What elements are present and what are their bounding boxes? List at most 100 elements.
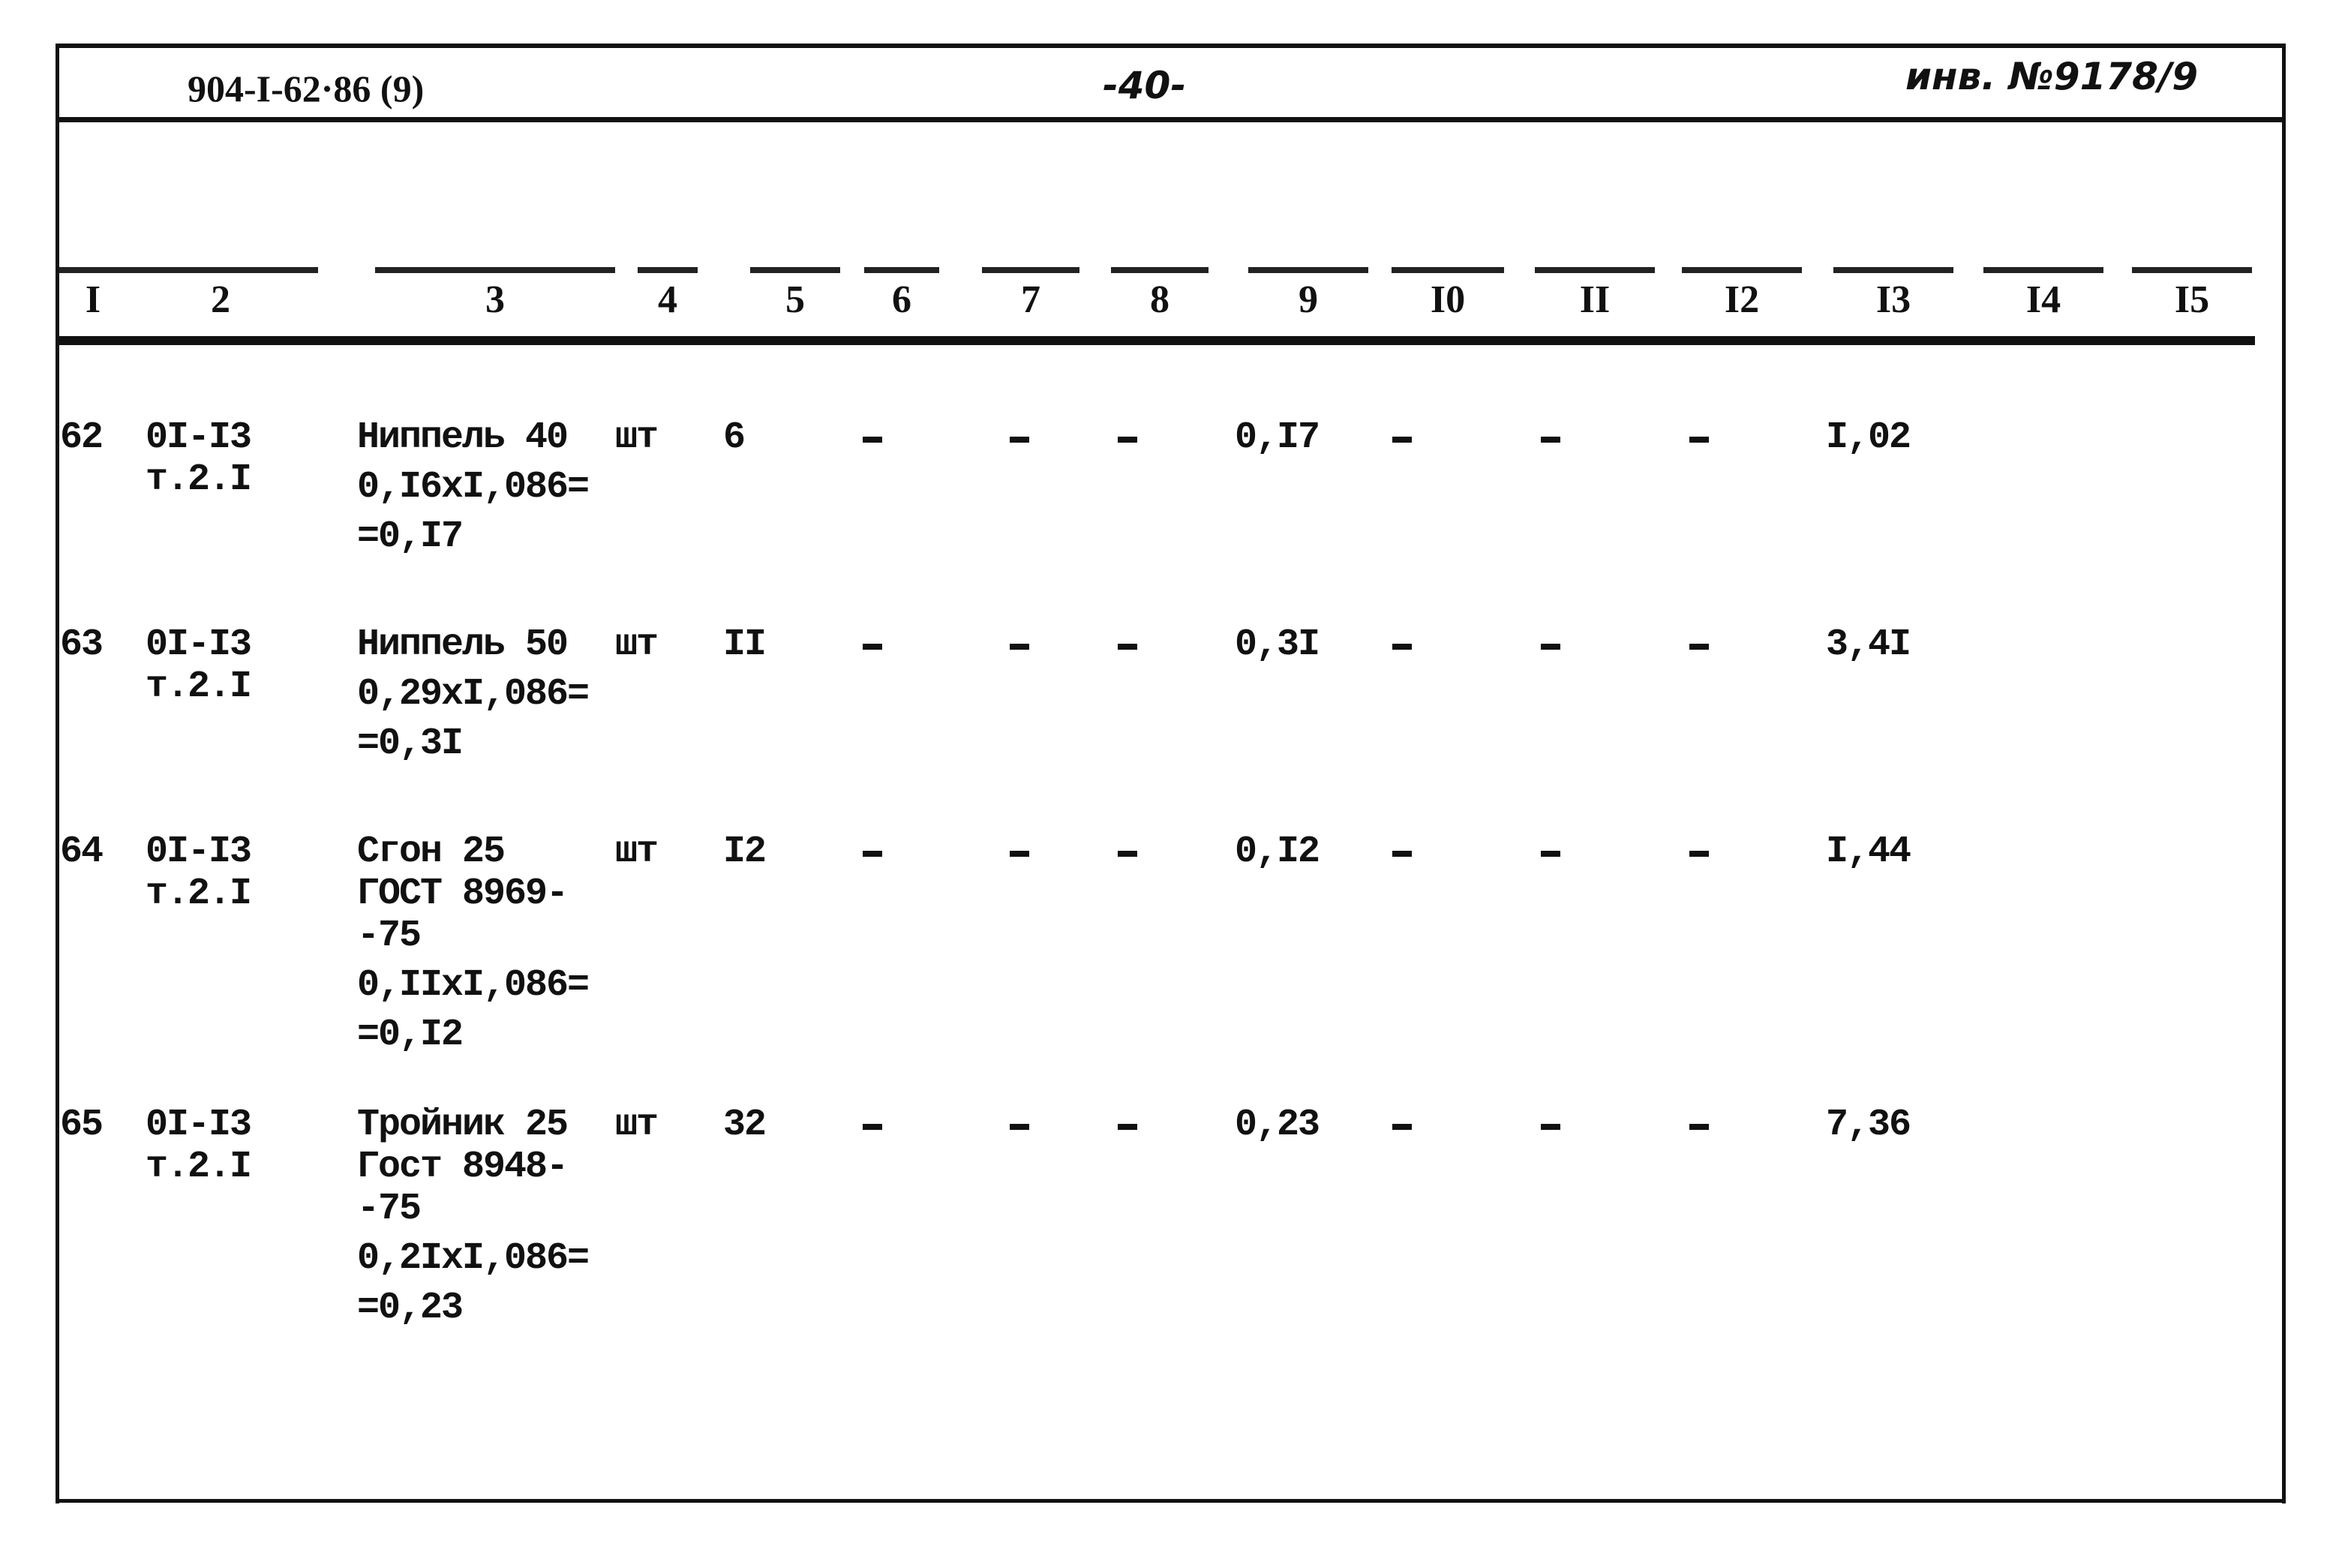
column-header-rule [750,267,840,273]
column-header-rule [123,267,318,273]
dash-c11 [1541,644,1560,650]
item-name: Ниппель 50 [357,623,569,666]
quantity: 32 [723,1104,767,1146]
column-number: I4 [2025,278,2061,321]
column-9-value: 0,3I [1235,623,1320,666]
unit: шт [615,831,659,873]
calculation: 0,29xI,086= [357,673,590,716]
column-header-rule [864,267,939,273]
column-header-rule [59,267,127,273]
column-number: 9 [1299,278,1318,321]
calculation: =0,I2 [357,1014,464,1056]
column-number: I2 [1724,278,1760,321]
column-header-rule [1682,267,1802,273]
column-header-rule [1535,267,1655,273]
column-9-value: 0,I2 [1235,831,1320,873]
item-name: Гост 8948- [357,1146,569,1188]
column-number: 2 [211,278,230,321]
quantity: 6 [723,416,746,459]
dash-c12 [1689,644,1709,650]
calculation: 0,2IxI,086= [357,1237,590,1280]
column-9-value: 0,23 [1235,1104,1320,1146]
dash-c11 [1541,1124,1560,1130]
dash-c6 [863,851,882,857]
column-header-rule [1392,267,1504,273]
page-number: -40- [1103,64,1187,107]
item-name: -75 [357,915,422,957]
unit: шт [615,416,659,459]
calculation: 0,IIxI,086= [357,964,590,1007]
dash-c6 [863,437,882,443]
item-name: -75 [357,1188,422,1230]
dash-c6 [863,1124,882,1130]
dash-c7 [1010,1124,1029,1130]
column-header-divider [57,336,2255,345]
column-13-value: I,44 [1826,831,1911,873]
row-number: 62 [60,416,104,459]
quantity: II [723,623,767,666]
reference-table: т.2.I [146,873,252,915]
column-13-value: 7,36 [1826,1104,1911,1146]
item-name: Сгон 25 [357,831,506,873]
column-13-value: 3,4I [1826,623,1911,666]
quantity: I2 [723,831,767,873]
dash-c10 [1392,644,1412,650]
dash-c6 [863,644,882,650]
reference: 0I-I3 [146,831,252,873]
column-number: 7 [1021,278,1040,321]
calculation: =0,23 [357,1287,464,1329]
item-name: ГОСТ 8969- [357,873,569,915]
column-13-value: I,02 [1826,416,1911,459]
column-number: 6 [892,278,911,321]
column-header-rule [1833,267,1953,273]
reference: 0I-I3 [146,416,252,459]
column-header-rule [1248,267,1368,273]
column-number: II [1579,278,1611,321]
row-number: 63 [60,623,104,666]
unit: шт [615,1104,659,1146]
frame-bottom-border [56,1499,2285,1503]
dash-c7 [1010,644,1029,650]
column-header-rule [1983,267,2103,273]
column-number: I [85,278,101,321]
dash-c10 [1392,851,1412,857]
reference-table: т.2.I [146,458,252,501]
reference: 0I-I3 [146,623,252,666]
dash-c8 [1118,437,1137,443]
reference-table: т.2.I [146,665,252,708]
column-number: 3 [485,278,505,321]
column-9-value: 0,I7 [1235,416,1320,459]
column-header-rule [2132,267,2252,273]
row-number: 64 [60,831,104,873]
dash-c11 [1541,437,1560,443]
dash-c7 [1010,437,1029,443]
frame-top-border [57,44,2285,48]
column-header-rule [375,267,615,273]
calculation: 0,I6xI,086= [357,466,590,509]
column-header-rule [982,267,1079,273]
dash-c8 [1118,1124,1137,1130]
reference: 0I-I3 [146,1104,252,1146]
header-divider [57,117,2285,122]
reference-table: т.2.I [146,1146,252,1188]
frame-left-border [56,44,59,1503]
column-number: I5 [2174,278,2210,321]
doc-code: 904-I-62·86 (9) [188,68,425,110]
dash-c10 [1392,437,1412,443]
column-number: 4 [658,278,677,321]
dash-c11 [1541,851,1560,857]
dash-c8 [1118,644,1137,650]
item-name: Тройник 25 [357,1104,569,1146]
unit: шт [615,623,659,666]
frame-right-border [2282,44,2286,1503]
column-number: I3 [1875,278,1911,321]
dash-c10 [1392,1124,1412,1130]
item-name: Ниппель 40 [357,416,569,459]
dash-c7 [1010,851,1029,857]
column-number: I0 [1430,278,1466,321]
calculation: =0,3I [357,722,464,765]
column-header-rule [638,267,698,273]
inventory-number: инв. №9178/9 [1905,55,2198,98]
calculation: =0,I7 [357,515,464,558]
dash-c8 [1118,851,1137,857]
